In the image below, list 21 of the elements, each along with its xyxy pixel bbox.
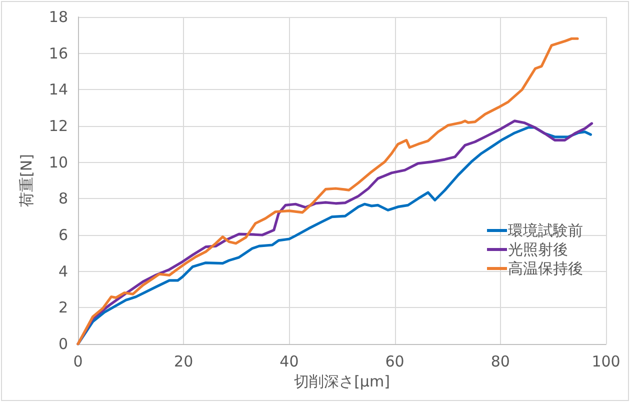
y-tick-label: 10 [48, 153, 68, 172]
y-tick-label: 8 [58, 190, 68, 208]
x-tick-label: 0 [73, 352, 83, 370]
y-axis-title: 荷重[N] [18, 154, 36, 207]
y-tick-label: 12 [48, 117, 68, 135]
x-axis-title: 切削深さ[μm] [294, 372, 390, 390]
x-tick-label: 60 [385, 352, 404, 370]
legend-label: 環境試験前 [508, 222, 583, 240]
x-tick-label: 100 [592, 352, 620, 370]
y-tick-label: 6 [58, 226, 68, 244]
legend-label: 高温保持後 [508, 260, 583, 278]
y-tick-label: 18 [48, 8, 68, 26]
y-tick-label: 4 [58, 262, 68, 280]
x-tick-label: 20 [174, 352, 194, 370]
x-tick-label: 80 [490, 352, 510, 370]
y-tick-label: 0 [58, 335, 68, 353]
y-tick-label: 16 [48, 44, 68, 62]
legend-label: 光照射後 [508, 240, 568, 258]
x-tick-label: 40 [280, 352, 299, 370]
y-tick-label: 14 [48, 80, 68, 99]
y-tick-label: 2 [58, 298, 68, 317]
